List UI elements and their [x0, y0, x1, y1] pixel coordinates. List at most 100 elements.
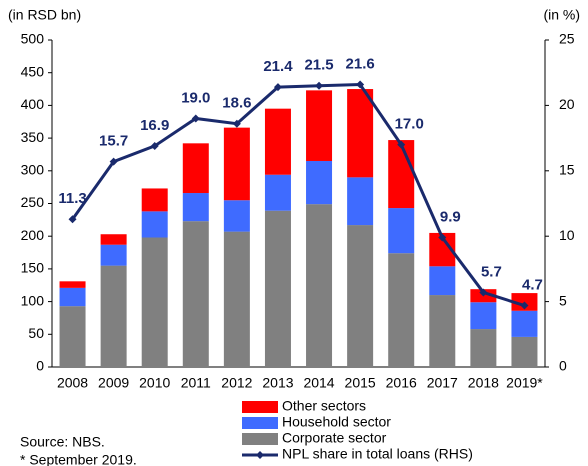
y2-axis-label: (in %): [543, 7, 580, 23]
y2-tick-label: 0: [559, 358, 567, 374]
y2-tick-label: 25: [559, 31, 575, 47]
bar-segment: [59, 287, 86, 307]
x-tick-label: 2009: [98, 375, 129, 391]
y-tick-label: 300: [21, 162, 45, 178]
bar-segment: [511, 336, 538, 367]
line-marker: [520, 301, 529, 310]
value-label: 15.7: [99, 133, 128, 150]
line-marker: [109, 157, 118, 166]
bar-segment: [264, 210, 291, 367]
line-marker: [479, 288, 488, 297]
value-label: 5.7: [481, 263, 502, 280]
x-tick-label: 2011: [181, 375, 211, 391]
line-marker: [150, 141, 159, 150]
value-label: 21.4: [263, 58, 293, 75]
y2-tick-label: 20: [559, 96, 575, 112]
y-tick-label: 100: [21, 292, 45, 308]
y-tick-label: 50: [28, 325, 44, 341]
line-marker: [397, 140, 406, 149]
bar-segment: [182, 143, 209, 194]
y-tick-label: 200: [21, 227, 45, 243]
line-marker: [191, 114, 200, 123]
y-tick-label: 450: [21, 63, 45, 79]
value-label: 17.0: [395, 116, 424, 133]
y2-tick-label: 15: [559, 162, 575, 178]
y2-tick-label: 5: [559, 292, 567, 308]
source: Source: NBS.: [20, 434, 105, 450]
bar-segment: [347, 89, 374, 178]
bar-segment: [429, 266, 456, 296]
legend-label: Household sector: [282, 414, 391, 430]
x-tick-label: 2016: [386, 375, 417, 391]
line-marker: [438, 233, 447, 242]
bar-segment: [511, 310, 538, 337]
y2-tick-label: 10: [559, 227, 575, 243]
bar-segment: [141, 211, 168, 238]
value-label: 4.7: [522, 276, 543, 293]
bar-segment: [223, 200, 250, 232]
x-tick-label: 2017: [427, 375, 458, 391]
x-tick-label: 2018: [468, 375, 499, 391]
bar-segment: [100, 234, 127, 245]
x-tick-label: 2012: [221, 375, 252, 391]
y-tick-label: 500: [21, 31, 45, 47]
bar-segment: [100, 244, 127, 266]
legend-label: Other sectors: [282, 398, 366, 414]
line-marker: [68, 215, 77, 224]
note: * September 2019.: [20, 452, 137, 466]
bar-segment: [264, 174, 291, 211]
bar-segment: [141, 237, 168, 367]
line-marker: [356, 80, 365, 89]
line-marker: [232, 119, 241, 128]
bar-segment: [306, 160, 333, 205]
x-tick-label: 2015: [345, 375, 376, 391]
bar-segment: [59, 306, 86, 367]
legend-swatch: [242, 401, 278, 413]
bar-segment: [264, 108, 291, 175]
bar-segment: [59, 281, 86, 288]
bar-segment: [223, 231, 250, 367]
legend-swatch: [242, 417, 278, 429]
bar-segment: [306, 204, 333, 367]
y-tick-label: 250: [21, 194, 45, 210]
legend-marker: [256, 451, 264, 459]
bar-segment: [182, 193, 209, 222]
bar-segment: [223, 127, 250, 201]
x-tick-label: 2013: [262, 375, 293, 391]
legend-label: Corporate sector: [282, 430, 387, 446]
value-label: 19.0: [181, 89, 210, 106]
x-tick-label: 2019*: [506, 375, 543, 391]
x-tick-label: 2014: [303, 375, 334, 391]
bar-segment: [388, 208, 415, 254]
legend-swatch: [242, 433, 278, 445]
bar-segment: [347, 177, 374, 226]
line: [71, 82, 525, 307]
line-marker: [273, 83, 282, 92]
y-tick-label: 0: [36, 358, 44, 374]
bar-segment: [347, 225, 374, 367]
bar-segment: [182, 221, 209, 367]
value-label: 21.6: [346, 55, 375, 72]
value-label: 11.3: [58, 190, 86, 207]
bar-segment: [388, 253, 415, 367]
x-tick-label: 2008: [57, 375, 88, 391]
x-tick-label: 2010: [139, 375, 170, 391]
bar-segment: [388, 140, 415, 209]
bar-segment: [470, 302, 497, 330]
value-label: 9.9: [440, 208, 461, 225]
legend-label: NPL share in total loans (RHS): [282, 446, 473, 462]
y-axis-label: (in RSD bn): [8, 7, 81, 23]
bar-segment: [429, 295, 456, 367]
bar-segment: [141, 188, 168, 212]
value-label: 18.6: [222, 95, 251, 112]
bar-segment: [306, 90, 333, 161]
y-tick-label: 350: [21, 129, 45, 145]
y-tick-label: 150: [21, 260, 45, 276]
value-label: 21.5: [304, 57, 333, 74]
y-tick-label: 400: [21, 96, 45, 112]
bar-segment: [470, 329, 497, 367]
bar-segment: [100, 265, 127, 367]
value-label: 16.9: [140, 117, 169, 134]
line-marker: [315, 81, 324, 90]
